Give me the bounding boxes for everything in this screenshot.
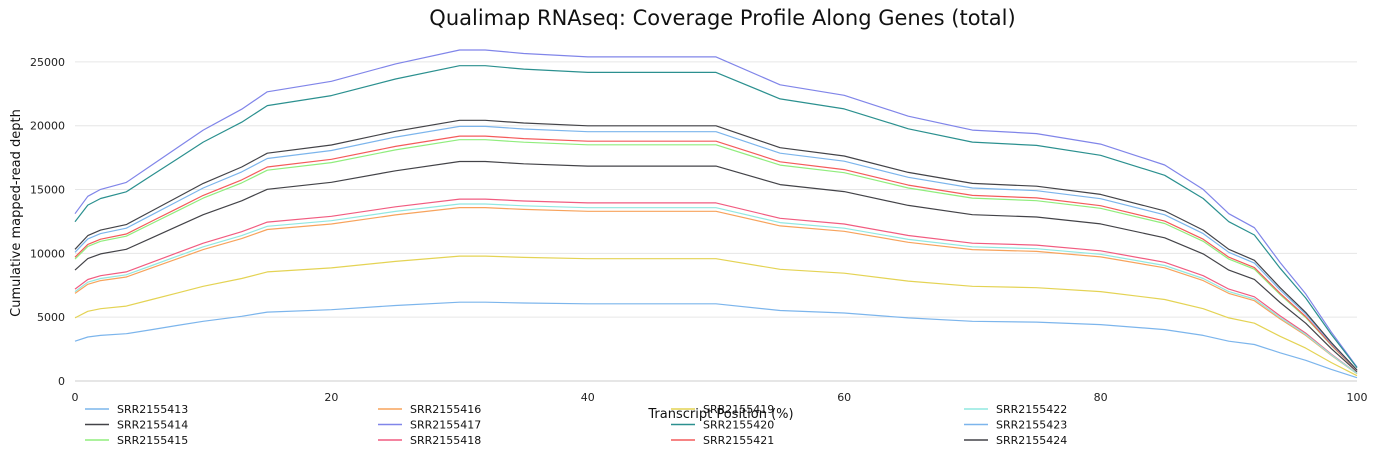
y-tick-label: 0 [58, 375, 65, 388]
series-line [74, 119, 1358, 371]
x-tick-label: 80 [1094, 391, 1108, 404]
y-axis-label: Cumulative mapped-read depth [9, 109, 24, 317]
y-tick-label: 25000 [30, 56, 65, 69]
series-lines [74, 49, 1358, 379]
y-tick-label: 10000 [30, 247, 65, 260]
legend-item-label: SRR2155416 [410, 403, 481, 416]
series-line [74, 301, 1358, 379]
y-tick-label: 20000 [30, 120, 65, 133]
legend-item-label: SRR2155422 [996, 403, 1067, 416]
legend-item-label: SRR2155414 [117, 419, 188, 432]
y-tick-label: 5000 [37, 311, 65, 324]
legend-item-label: SRR2155415 [117, 434, 188, 447]
legend-item-label: SRR2155417 [410, 419, 481, 432]
grid-lines [75, 61, 1357, 382]
x-tick-label: 0 [72, 391, 79, 404]
legend-item-label: SRR2155413 [117, 403, 188, 416]
chart-legend: SRR2155413 SRR2155414 SRR2155415 SRR2155416… [85, 403, 1067, 447]
series-line [74, 49, 1358, 368]
legend-item-label: SRR2155424 [996, 434, 1067, 447]
axis-ticks: 0 5000 10000 15000 20000 25000 0 20 40 60 80 100 [30, 56, 1368, 404]
series-line [74, 255, 1358, 377]
x-axis-label: Transcript Position (%) [647, 407, 793, 422]
series-line [74, 203, 1358, 374]
series-line [74, 139, 1358, 372]
legend-item-label: SRR2155419 [703, 403, 774, 416]
series-line [74, 135, 1358, 372]
series-line [74, 125, 1358, 371]
legend-item-label: SRR2155421 [703, 434, 774, 447]
y-tick-label: 15000 [30, 184, 65, 197]
legend-item-label: SRR2155420 [703, 419, 774, 432]
chart-title: Qualimap RNAseq: Coverage Profile Along … [429, 6, 1016, 30]
x-tick-label: 40 [581, 391, 595, 404]
series-line [74, 207, 1358, 375]
x-tick-label: 100 [1347, 391, 1368, 404]
series-line [74, 198, 1358, 374]
x-tick-label: 20 [324, 391, 338, 404]
series-line [74, 160, 1358, 373]
legend-item-label: SRR2155423 [996, 419, 1067, 432]
series-line [74, 65, 1358, 369]
x-tick-label: 60 [837, 391, 851, 404]
legend-item-label: SRR2155418 [410, 434, 481, 447]
